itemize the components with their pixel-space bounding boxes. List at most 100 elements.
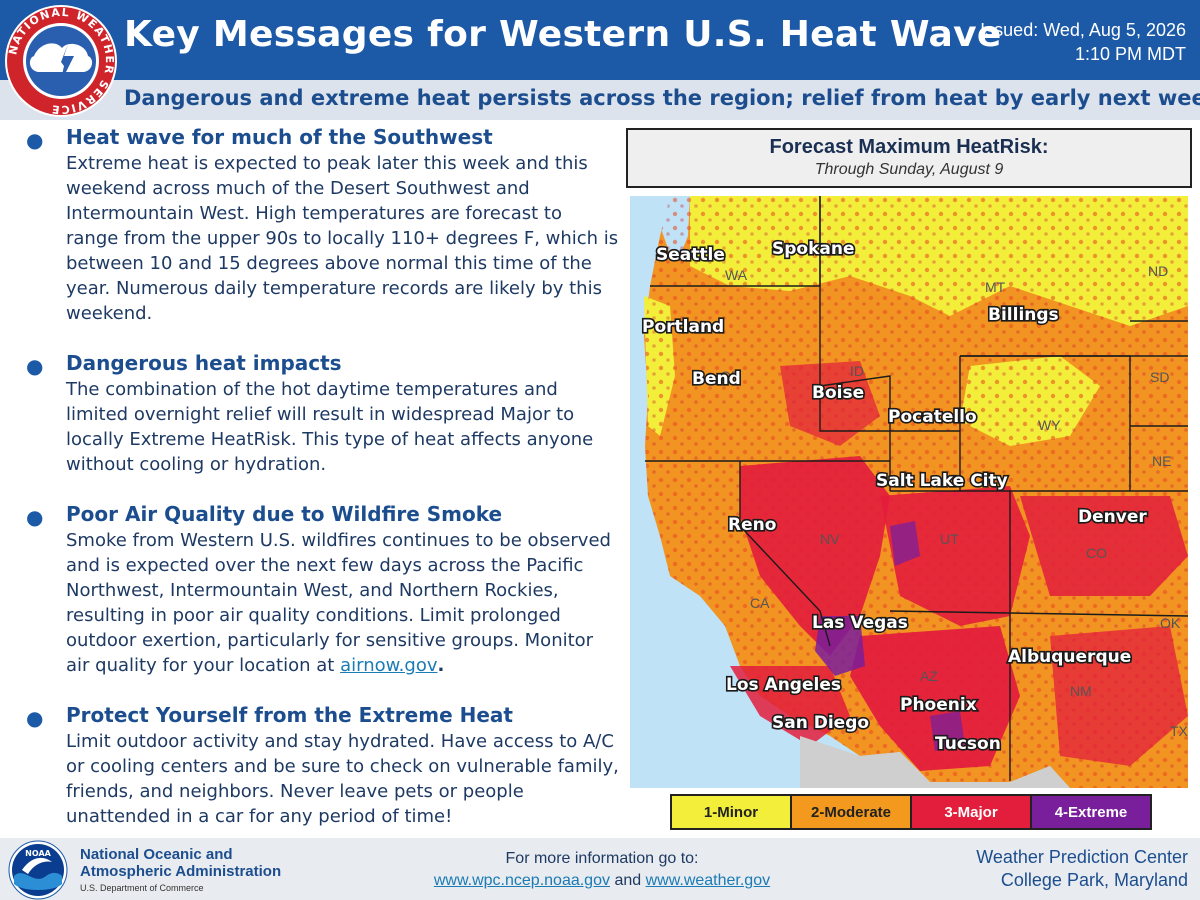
heatrisk-map: WA MT ND SD WY NE CO UT NV CA NM AZ OR I… (630, 196, 1188, 788)
message-body: Smoke from Western U.S. wildfires contin… (66, 528, 620, 678)
city-label-tucson: Tucson (935, 734, 1001, 754)
page-title: Key Messages for Western U.S. Heat Wave (124, 14, 1002, 55)
city-label-las-vegas: Las Vegas (812, 613, 908, 633)
page-subtitle: Dangerous and extreme heat persists acro… (124, 86, 1200, 110)
more-info-label: For more information go to: (505, 850, 699, 867)
message-body: Limit outdoor activity and stay hydrated… (66, 731, 619, 827)
state-borders (645, 196, 1188, 781)
state-label-nm: NM (1070, 683, 1092, 699)
legend-item-extreme: 4-Extreme (1030, 796, 1150, 828)
state-label-ok: OK (1160, 615, 1181, 631)
state-label-ca: CA (750, 595, 770, 611)
wpc-name: Weather Prediction Center (976, 847, 1188, 867)
message-item: ● Poor Air Quality due to Wildfire Smoke… (24, 501, 620, 678)
legend-item-moderate: 2-Moderate (790, 796, 910, 828)
zone-major-utah (880, 486, 1030, 626)
message-body: Extreme heat is expected to peak later t… (66, 153, 619, 324)
mexico (800, 736, 1070, 788)
state-label-mt: MT (985, 279, 1006, 295)
subtitle-bar (0, 80, 1200, 120)
message-item: ● Dangerous heat impacts The combination… (24, 350, 620, 477)
zone-major-colorado (1020, 496, 1188, 596)
links-conjunction: and (614, 872, 642, 889)
key-messages: ● Heat wave for much of the Southwest Ex… (24, 124, 620, 853)
message-body-text: Smoke from Western U.S. wildfires contin… (66, 530, 611, 676)
noaa-logo-icon: NOAA (8, 840, 68, 900)
zone-major-newmexico (1050, 626, 1188, 766)
city-label-portland: Portland (642, 317, 724, 337)
zone-extreme-arizona (930, 711, 965, 751)
zone-extreme-lasvegas (815, 616, 865, 676)
wpc-credit: Weather Prediction Center College Park, … (976, 846, 1188, 892)
city-label-reno: Reno (728, 515, 776, 535)
noaa-name-line2: Atmospheric Administration (80, 863, 282, 880)
bullet-icon: ● (26, 128, 44, 152)
zone-major-idaho (780, 361, 880, 446)
zone-major-socal (730, 666, 850, 746)
state-label-co: CO (1086, 545, 1107, 561)
city-label-los-angeles: Los Angeles (726, 675, 841, 695)
state-label-tx: TX (1170, 723, 1188, 739)
city-label-albuquerque: Albuquerque (1008, 647, 1131, 667)
city-labels: Seattle Spokane Portland Billings Bend B… (640, 237, 1149, 755)
state-label-wy: WY (1038, 417, 1061, 433)
forecast-title-box: Forecast Maximum HeatRisk: Through Sunda… (626, 128, 1192, 188)
message-item: ● Heat wave for much of the Southwest Ex… (24, 124, 620, 326)
more-info-links: www.wpc.ncep.noaa.gov and www.weather.go… (352, 870, 852, 892)
message-title: Poor Air Quality due to Wildfire Smoke (66, 502, 503, 526)
bullet-icon: ● (26, 505, 44, 529)
airnow-link[interactable]: airnow.gov (340, 655, 438, 676)
bullet-icon: ● (26, 706, 44, 730)
state-label-id: ID (850, 363, 864, 379)
issued-line-date: Issued: Wed, Aug 5, 2026 (980, 20, 1186, 40)
noaa-name-line1: National Oceanic and (80, 846, 233, 863)
state-label-sd: SD (1150, 369, 1169, 385)
state-label-az: AZ (920, 668, 938, 684)
state-label-ne: NE (1152, 453, 1171, 469)
issued-line-time: 1:10 PM MDT (1074, 44, 1186, 64)
city-label-spokane: Spokane (772, 239, 855, 259)
message-body: The combination of the hot daytime tempe… (66, 379, 594, 475)
city-label-billings: Billings (988, 305, 1059, 325)
header-bar (0, 0, 1200, 80)
message-item: ● Protect Yourself from the Extreme Heat… (24, 702, 620, 829)
state-labels: WA MT ND SD WY NE CO UT NV CA NM AZ OR I… (720, 263, 1188, 739)
state-label-nd: ND (1148, 263, 1168, 279)
message-title: Protect Yourself from the Extreme Heat (66, 703, 513, 727)
zone-major-arizona (850, 626, 1020, 771)
wpc-location: College Park, Maryland (1000, 870, 1188, 890)
state-label-ut: UT (940, 531, 959, 547)
zone-major-nevada (740, 456, 890, 656)
forecast-title: Forecast Maximum HeatRisk: (769, 136, 1049, 158)
message-title: Dangerous heat impacts (66, 351, 342, 375)
noaa-name-block: National Oceanic and Atmospheric Adminis… (80, 846, 281, 893)
forecast-subtitle: Through Sunday, August 9 (814, 161, 1004, 178)
city-label-boise: Boise (812, 383, 864, 403)
state-label-nv: NV (820, 531, 840, 547)
state-label-wa: WA (725, 267, 748, 283)
message-title: Heat wave for much of the Southwest (66, 125, 493, 149)
city-label-denver: Denver (1078, 507, 1147, 527)
footer-bar (0, 838, 1200, 900)
state-label-or: OR (720, 368, 741, 384)
noaa-department: U.S. Department of Commerce (80, 883, 204, 893)
nws-logo-icon: NATIONAL WEATHER SERVICE (5, 5, 117, 117)
bullet-icon: ● (26, 354, 44, 378)
city-label-san-diego: San Diego (772, 713, 869, 733)
zone-extreme-utah (890, 521, 920, 566)
more-info: For more information go to: www.wpc.ncep… (352, 848, 852, 892)
heatrisk-legend: 1-Minor 2-Moderate 3-Major 4-Extreme (670, 794, 1152, 830)
wpc-link[interactable]: www.wpc.ncep.noaa.gov (433, 872, 610, 889)
legend-item-minor: 1-Minor (672, 796, 790, 828)
city-label-phoenix: Phoenix (900, 695, 977, 715)
city-label-seattle: Seattle (656, 245, 725, 265)
legend-item-major: 3-Major (910, 796, 1030, 828)
city-label-pocatello: Pocatello (888, 407, 977, 427)
issued-date: Issued: Wed, Aug 5, 2026 1:10 PM MDT (980, 18, 1186, 66)
city-label-bend: Bend (692, 369, 741, 389)
city-label-salt-lake-city: Salt Lake City (876, 471, 1008, 491)
weather-gov-link[interactable]: www.weather.gov (645, 872, 771, 889)
noaa-logo-text: NOAA (25, 849, 51, 858)
message-end-period: . (437, 655, 445, 676)
